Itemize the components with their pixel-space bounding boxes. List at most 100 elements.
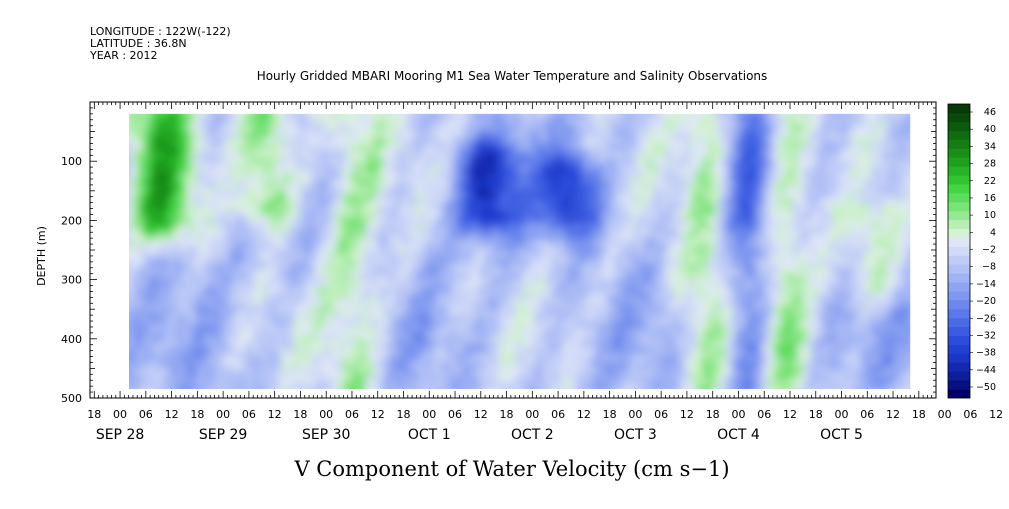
x-tick-label: 00: [835, 408, 849, 421]
colorbar-swatch: [948, 157, 970, 166]
x-tick-label: 00: [422, 408, 436, 421]
y-tick-label: 300: [61, 274, 82, 287]
colorbar-label: −32: [976, 330, 996, 341]
x-day-label: SEP 28: [96, 427, 144, 443]
colorbar-label: −14: [976, 279, 996, 290]
x-tick-label: 18: [706, 408, 720, 421]
colorbar-swatch: [948, 140, 970, 149]
x-tick-label: 18: [396, 408, 410, 421]
colorbar-swatch: [948, 211, 970, 220]
x-tick-label: 00: [731, 408, 745, 421]
colorbar-swatch: [948, 229, 970, 238]
x-tick-label: 06: [757, 408, 771, 421]
colorbar-label: −44: [976, 365, 996, 376]
colorbar-swatch: [948, 291, 970, 300]
colorbar-swatch: [948, 104, 970, 113]
colorbar-swatch: [948, 131, 970, 140]
colorbar-label: 34: [984, 141, 996, 152]
y-tick-label: 100: [61, 155, 82, 168]
colorbar-swatch: [948, 238, 970, 247]
colorbar-label: 22: [984, 176, 996, 187]
colorbar-label: −20: [976, 296, 996, 307]
y-axis-label: DEPTH (m): [35, 226, 48, 286]
x-tick-label: 06: [860, 408, 874, 421]
colorbar-swatch: [948, 149, 970, 158]
x-tick-label: 12: [371, 408, 385, 421]
colorbar-swatch: [948, 336, 970, 345]
y-tick-label: 400: [61, 333, 82, 346]
x-tick-label: 00: [938, 408, 952, 421]
chart-title: Hourly Gridded MBARI Mooring M1 Sea Wate…: [257, 69, 768, 83]
y-tick-label: 500: [61, 392, 82, 405]
colorbar-swatch: [948, 273, 970, 282]
variable-label: V Component of Water Velocity (cm s−1): [293, 457, 729, 481]
x-tick-label: 12: [474, 408, 488, 421]
colorbar-swatch: [948, 371, 970, 380]
x-tick-label: 06: [139, 408, 153, 421]
heatmap-field: [90, 102, 936, 398]
x-tick-label: 12: [886, 408, 900, 421]
colorbar-swatch: [948, 309, 970, 318]
x-day-label: SEP 29: [199, 427, 247, 443]
colorbar-swatch: [948, 264, 970, 273]
colorbar-swatch: [948, 247, 970, 256]
x-tick-label: 18: [912, 408, 926, 421]
colorbar-swatch: [948, 380, 970, 389]
colorbar-label: 10: [984, 210, 996, 221]
x-tick-label: 12: [680, 408, 694, 421]
colorbar-swatch: [948, 113, 970, 122]
x-tick-label: 00: [525, 408, 539, 421]
x-tick-label: 12: [165, 408, 179, 421]
x-day-label: OCT 3: [614, 427, 657, 443]
colorbar-swatch: [948, 327, 970, 336]
colorbar-swatch: [948, 122, 970, 131]
colorbar-swatch: [948, 220, 970, 229]
colorbar-swatch: [948, 345, 970, 354]
colorbar-swatch: [948, 282, 970, 291]
x-tick-label: 00: [216, 408, 230, 421]
year-label: YEAR : 2012: [89, 49, 158, 62]
colorbar-swatch: [948, 389, 970, 398]
x-day-label: OCT 4: [717, 427, 760, 443]
x-day-label: OCT 1: [408, 427, 451, 443]
colorbar-swatch: [948, 318, 970, 327]
colorbar-label: −26: [976, 313, 996, 324]
x-day-label: OCT 2: [511, 427, 554, 443]
colorbar-swatch: [948, 202, 970, 211]
x-tick-label: 12: [577, 408, 591, 421]
colorbar-label: −38: [976, 348, 996, 359]
colorbar-label: 28: [984, 159, 996, 170]
colorbar-swatch: [948, 362, 970, 371]
x-tick-label: 18: [809, 408, 823, 421]
colorbar-swatch: [948, 175, 970, 184]
x-tick-label: 18: [293, 408, 307, 421]
x-tick-label: 12: [268, 408, 282, 421]
colorbar-label: −2: [982, 245, 996, 256]
x-tick-label: 12: [783, 408, 797, 421]
x-tick-label: 06: [242, 408, 256, 421]
colorbar-label: 4: [990, 227, 996, 238]
x-tick-label: 18: [190, 408, 204, 421]
colorbar-label: −8: [982, 262, 996, 273]
x-tick-label: 00: [113, 408, 127, 421]
colorbar-swatch: [948, 166, 970, 175]
x-tick-label: 06: [551, 408, 565, 421]
colorbar-swatch: [948, 300, 970, 309]
colorbar-swatch: [948, 193, 970, 202]
x-tick-label: 00: [319, 408, 333, 421]
colorbar-label: 40: [984, 124, 996, 135]
colorbar-label: 46: [984, 107, 996, 118]
x-tick-label: 18: [603, 408, 617, 421]
colorbar-swatch: [948, 255, 970, 264]
colorbar-label: 16: [984, 193, 996, 204]
colorbar-swatch: [948, 353, 970, 362]
x-tick-label: 12: [989, 408, 1003, 421]
x-tick-label: 06: [963, 408, 977, 421]
x-tick-label: 06: [345, 408, 359, 421]
x-tick-label: 06: [654, 408, 668, 421]
x-tick-label: 18: [500, 408, 514, 421]
y-tick-label: 200: [61, 214, 82, 227]
x-tick-label: 00: [628, 408, 642, 421]
